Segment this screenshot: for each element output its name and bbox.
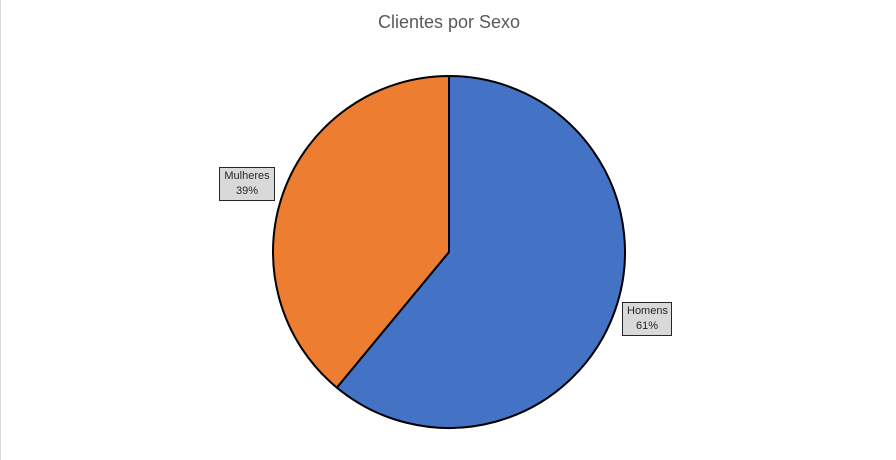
- pie-slice-homens: [335, 75, 626, 429]
- data-label-value: 39%: [235, 185, 259, 197]
- data-label-homens: Homens 61%: [622, 302, 672, 336]
- chart-title: Clientes por Sexo: [377, 12, 521, 32]
- data-label-mulheres: Mulheres 39%: [219, 167, 275, 201]
- data-label-category: Mulheres: [224, 170, 270, 182]
- data-label-category: Homens: [627, 305, 668, 317]
- pie-slice-mulheres: [272, 75, 450, 389]
- data-label-value: 61%: [635, 320, 659, 332]
